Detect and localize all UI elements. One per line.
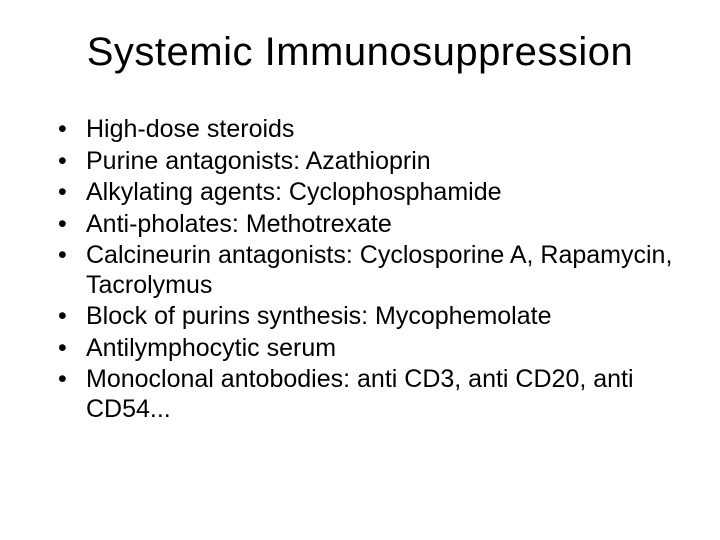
list-item: High-dose steroids <box>58 115 680 145</box>
list-item: Calcineurin antagonists: Cyclosporine A,… <box>58 241 680 300</box>
bullet-list: High-dose steroids Purine antagonists: A… <box>40 115 680 424</box>
slide: Systemic Immunosuppression High-dose ste… <box>0 0 720 540</box>
list-item: Block of purins synthesis: Mycophemolate <box>58 302 680 332</box>
list-item: Monoclonal antobodies: anti CD3, anti CD… <box>58 365 680 424</box>
slide-title: Systemic Immunosuppression <box>40 30 680 75</box>
list-item: Purine antagonists: Azathioprin <box>58 147 680 177</box>
list-item: Alkylating agents: Cyclophosphamide <box>58 178 680 208</box>
list-item: Antilymphocytic serum <box>58 334 680 364</box>
list-item: Anti-pholates: Methotrexate <box>58 210 680 240</box>
